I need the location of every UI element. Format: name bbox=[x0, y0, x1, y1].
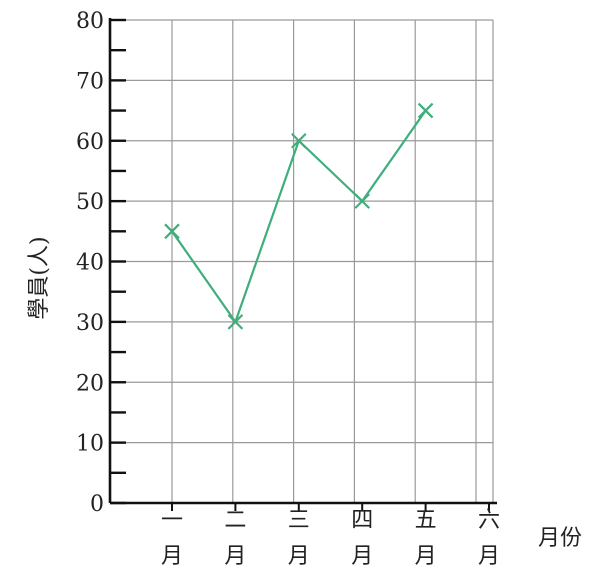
y-tick-label: 80 bbox=[76, 9, 104, 34]
x-category-label: 月 bbox=[288, 544, 310, 569]
marker-stroke bbox=[291, 132, 307, 149]
y-tick-label: 70 bbox=[76, 69, 104, 94]
x-category-label: 五 bbox=[415, 508, 437, 533]
data-point-marker bbox=[227, 314, 244, 330]
x-category-label: 月 bbox=[161, 544, 183, 569]
x-category-label: 月 bbox=[224, 544, 246, 569]
axes bbox=[108, 18, 497, 511]
y-tick-label: 40 bbox=[76, 251, 104, 276]
data-point-marker bbox=[354, 193, 370, 209]
x-category-label: 月 bbox=[478, 544, 500, 569]
x-category-label: 二 bbox=[224, 508, 246, 533]
x-category-label: 四 bbox=[351, 508, 373, 533]
y-tick-labels: 0 10 20 30 40 50 60 70 80 bbox=[76, 9, 104, 517]
y-tick-label: 20 bbox=[76, 371, 104, 396]
x-category-label: 三 bbox=[288, 508, 310, 533]
x-axis-label: 月份 bbox=[538, 526, 582, 551]
data-point-marker bbox=[417, 102, 434, 119]
marker-stroke bbox=[164, 223, 180, 240]
data-point-marker bbox=[291, 132, 307, 149]
y-tick-label: 0 bbox=[90, 492, 104, 517]
x-category-label: 月 bbox=[351, 544, 373, 569]
marker-stroke bbox=[227, 314, 244, 330]
x-category-label: 月 bbox=[415, 544, 437, 569]
marker-stroke bbox=[354, 193, 370, 209]
x-category-label: 一 bbox=[161, 508, 183, 533]
y-tick-label: 10 bbox=[76, 432, 104, 457]
marker-stroke bbox=[417, 102, 434, 119]
grid-lines bbox=[110, 19, 494, 504]
series-line bbox=[164, 102, 434, 330]
y-axis-label: 學員(人) bbox=[27, 236, 52, 319]
x-category-label: 六 bbox=[478, 508, 500, 533]
y-tick-label: 30 bbox=[76, 311, 104, 336]
y-tick-label: 50 bbox=[76, 190, 104, 215]
data-point-marker bbox=[164, 223, 180, 240]
y-tick-label: 60 bbox=[76, 130, 104, 155]
